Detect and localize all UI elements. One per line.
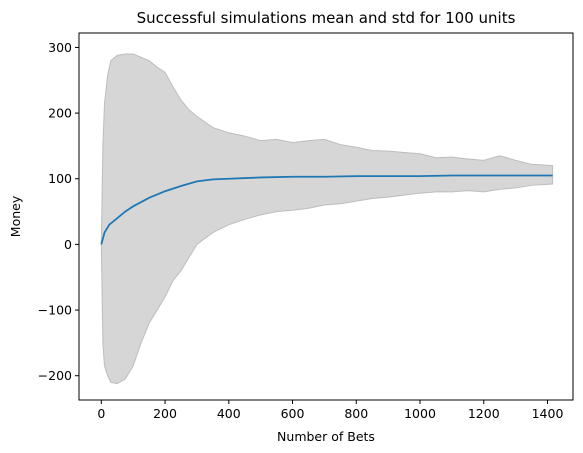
x-tick-label: 800 <box>344 406 368 421</box>
chart-title: Successful simulations mean and std for … <box>137 9 516 27</box>
plot-frame <box>78 32 574 401</box>
std-band <box>100 53 554 385</box>
x-tick-label: 1400 <box>532 406 564 421</box>
y-tick-label: 300 <box>48 40 72 55</box>
y-axis: −200 −100 0 100 200 300 <box>38 40 79 383</box>
mean-line <box>100 174 553 245</box>
y-tick-label: 200 <box>48 106 72 121</box>
x-axis: 0 200 400 600 800 1000 1200 1400 <box>97 400 563 421</box>
y-tick-label: 0 <box>64 237 72 252</box>
y-axis-label: Money <box>8 195 23 237</box>
x-tick-label: 1000 <box>404 406 436 421</box>
x-tick-label: 600 <box>281 406 305 421</box>
x-tick-label: 0 <box>97 406 105 421</box>
x-tick-label: 400 <box>217 406 241 421</box>
plot-area <box>100 53 554 385</box>
x-axis-label: Number of Bets <box>277 429 375 444</box>
y-tick-label: −200 <box>38 368 72 383</box>
y-tick-label: −100 <box>38 303 72 318</box>
y-tick-label: 100 <box>48 171 72 186</box>
x-tick-label: 200 <box>153 406 177 421</box>
x-tick-label: 1200 <box>468 406 500 421</box>
